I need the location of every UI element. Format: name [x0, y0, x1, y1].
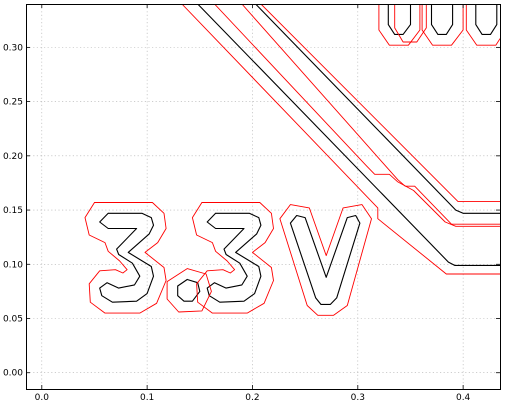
- clearance-path-1: [166, 268, 212, 313]
- clearance-path-11: [465, 4, 500, 46]
- clearance-path-10: [421, 4, 464, 46]
- x-tick-label: 0.4: [456, 393, 471, 403]
- series-outline: [99, 4, 500, 305]
- clearance-path-7: [214, 4, 500, 227]
- ticks: [26, 4, 500, 389]
- series-clearance: [84, 4, 500, 316]
- y-tick-label: 0.05: [3, 315, 23, 325]
- x-tick-label: 0.0: [35, 393, 50, 403]
- outline-path-0: [99, 212, 155, 303]
- tick-labels: 0.0 0.1 0.2 0.3 0.4 0.00 0.05 0.10 0.15 0.20 0.25 0…: [3, 43, 471, 403]
- outline-path-4: [255, 4, 500, 214]
- outline-path-1: [177, 278, 201, 302]
- x-tick-label: 0.3: [351, 393, 365, 403]
- plot-frame: [26, 4, 501, 390]
- outline-path-2: [206, 212, 262, 303]
- y-tick-label: 0.00: [3, 369, 23, 379]
- clearance-path-2: [191, 202, 274, 314]
- y-tick-label: 0.25: [3, 98, 23, 108]
- outline-path-8: [475, 4, 498, 35]
- clearance-path-9: [378, 4, 421, 46]
- outline-path-5: [197, 4, 500, 266]
- clearance-path-8: [394, 4, 427, 43]
- series-layer: [84, 4, 500, 316]
- y-tick-label: 0.20: [3, 152, 23, 162]
- clearance-path-6: [181, 4, 500, 275]
- clearance-path-3: [279, 204, 372, 316]
- clearance-path-0: [84, 202, 167, 314]
- clearance-path-5: [260, 4, 500, 202]
- plot-background: [26, 4, 501, 390]
- x-tick-label: 0.1: [140, 393, 154, 403]
- grid: [26, 4, 500, 389]
- y-tick-label: 0.15: [3, 206, 23, 216]
- clearance-path-4: [241, 4, 500, 225]
- y-tick-label: 0.30: [3, 43, 23, 53]
- outline-path-3: [289, 214, 361, 305]
- y-tick-label: 0.10: [3, 260, 23, 270]
- x-tick-label: 0.2: [245, 393, 259, 403]
- outline-path-7: [430, 4, 454, 35]
